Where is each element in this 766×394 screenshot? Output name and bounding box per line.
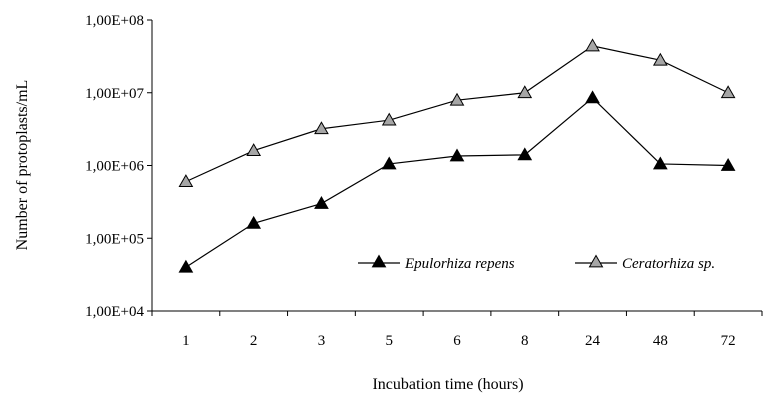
data-point-marker: [517, 147, 533, 161]
y-axis-title: Number of protoplasts/mL: [14, 80, 31, 251]
legend-marker: [588, 254, 604, 268]
data-point-marker: [381, 112, 397, 126]
x-axis: 1 2 3 5 6 8 24 48 72: [151, 310, 763, 349]
data-point-marker: [178, 174, 194, 188]
legend-marker: [371, 254, 387, 268]
legend-item: Ceratorhiza sp.: [575, 254, 715, 272]
data-point-marker: [720, 85, 736, 99]
series-epulorhiza-repens: [178, 90, 736, 273]
y-tick-label: 1,00E+08: [85, 13, 144, 29]
x-tick-label: 1: [182, 333, 190, 349]
x-tick-label: 5: [385, 333, 393, 349]
x-tick-label: 24: [585, 333, 601, 349]
x-tick-label: 8: [521, 333, 529, 349]
data-point-marker: [314, 196, 329, 209]
x-tick-label: 3: [318, 333, 326, 349]
data-point-marker: [449, 148, 465, 162]
y-tick-label: 1,00E+05: [85, 231, 144, 247]
y-tick-label: 1,00E+04: [85, 304, 144, 320]
data-point-marker: [246, 215, 262, 229]
x-axis-title: Incubation time (hours): [372, 376, 523, 393]
x-tick-label: 72: [721, 333, 736, 349]
data-point-marker: [246, 143, 262, 157]
x-tick-label: 2: [250, 333, 258, 349]
data-point-marker: [652, 156, 668, 170]
data-point-marker: [585, 90, 600, 104]
x-tick-label: 48: [653, 333, 668, 349]
y-axis: 1,00E+04 1,00E+05 1,00E+06 1,00E+07 1,00E+08: [85, 13, 153, 320]
series-ceratorhiza-sp: [178, 38, 736, 188]
data-point-marker: [585, 38, 600, 52]
data-point-marker: [381, 156, 397, 170]
legend-label: Epulorhiza repens: [404, 256, 515, 272]
x-tick-label: 6: [453, 333, 461, 349]
series-layer: [178, 38, 736, 273]
data-point-marker: [314, 121, 329, 135]
y-tick-label: 1,00E+06: [85, 159, 144, 175]
legend-item: Epulorhiza repens: [358, 254, 515, 272]
data-point-marker: [449, 92, 465, 106]
legend: Epulorhiza repens Ceratorhiza sp.: [358, 254, 715, 272]
data-point-marker: [178, 259, 194, 273]
data-point-marker: [517, 85, 533, 99]
y-tick-label: 1,00E+07: [85, 86, 144, 102]
series-line: [185, 97, 729, 268]
data-point-marker: [652, 52, 668, 66]
legend-label: Ceratorhiza sp.: [622, 256, 715, 272]
data-point-marker: [720, 157, 736, 171]
